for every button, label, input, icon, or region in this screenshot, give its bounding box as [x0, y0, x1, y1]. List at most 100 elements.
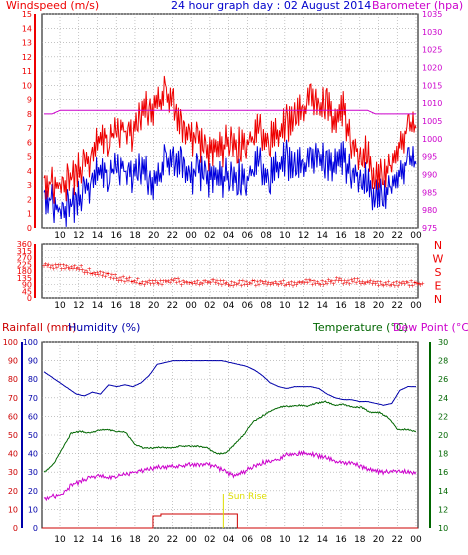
- marks-layer: ++++++++++++++++++++++++++++++++++++++++…: [41, 75, 425, 529]
- direction-point: +: [349, 276, 354, 283]
- direction-point: +: [257, 281, 262, 288]
- direction-point: +: [192, 279, 197, 286]
- direction-point: +: [205, 280, 210, 287]
- rainfall-y-tick-label: 90: [8, 357, 18, 366]
- direction-point: +: [407, 283, 412, 290]
- direction-point: +: [104, 270, 109, 277]
- humidity-x-tick-label: 06: [242, 535, 254, 545]
- direction-point: +: [155, 280, 160, 287]
- direction-point: +: [389, 282, 394, 289]
- wind-x-tick-label: 12: [73, 231, 84, 241]
- direction-point: +: [177, 278, 182, 285]
- humidity-x-tick-label: 18: [129, 535, 141, 545]
- direction-point: +: [244, 278, 249, 285]
- direction-point: +: [190, 281, 195, 288]
- direction-point: +: [139, 281, 144, 288]
- direction-point: +: [270, 280, 275, 287]
- direction-x-tick-label: 22: [167, 301, 178, 311]
- direction-point: +: [413, 280, 418, 287]
- direction-x-tick-label: 12: [298, 301, 309, 311]
- direction-point: +: [127, 275, 132, 282]
- direction-point: +: [323, 279, 328, 286]
- direction-x-tick-label: 14: [92, 301, 104, 311]
- direction-point: +: [261, 280, 266, 287]
- direction-point: +: [119, 278, 124, 285]
- direction-point: +: [215, 278, 220, 285]
- wind-x-tick-label: 00: [185, 231, 197, 241]
- direction-point: +: [143, 279, 148, 286]
- direction-point: +: [134, 279, 139, 286]
- rainfall-y-tick-label: 40: [8, 450, 18, 459]
- direction-point: +: [61, 262, 66, 269]
- direction-point: +: [156, 281, 161, 288]
- direction-point: +: [160, 282, 165, 289]
- direction-point: +: [111, 276, 116, 283]
- direction-point: +: [266, 279, 271, 286]
- barometer-y-tick-label: 1005: [422, 117, 442, 126]
- direction-point: +: [45, 263, 50, 270]
- humidity-x-tick-label: 14: [317, 535, 329, 545]
- direction-x-tick-label: 20: [148, 301, 160, 311]
- humidity-x-tick-label: 20: [373, 535, 385, 545]
- direction-point: +: [54, 264, 59, 271]
- temperature-y-tick-label: 26: [438, 375, 448, 384]
- wind-y-tick-label: 0: [27, 224, 32, 233]
- direction-point: +: [265, 282, 270, 289]
- direction-point: +: [334, 275, 339, 282]
- humidity-x-tick-label: 22: [392, 535, 403, 545]
- direction-point: +: [250, 278, 255, 285]
- direction-point: +: [74, 266, 79, 273]
- wind-y-tick-label: 10: [22, 81, 32, 90]
- humidity-y-tick-label: 20: [28, 487, 38, 496]
- direction-point: +: [164, 279, 169, 286]
- direction-point: +: [365, 278, 370, 285]
- direction-point: +: [150, 278, 155, 285]
- direction-point: +: [336, 278, 341, 285]
- direction-point: +: [79, 263, 84, 270]
- direction-point: +: [51, 266, 56, 273]
- direction-point: +: [363, 280, 368, 287]
- direction-point: +: [98, 269, 103, 276]
- direction-point: +: [75, 265, 80, 272]
- direction-point: +: [316, 281, 321, 288]
- direction-point: +: [402, 281, 407, 288]
- humidity-x-tick-label: 10: [279, 535, 291, 545]
- barometer-axis-title: Barometer (hpa): [372, 0, 463, 12]
- wind-x-tick-label: 12: [298, 231, 309, 241]
- wind-y-tick-label: 11: [22, 67, 32, 76]
- direction-point: +: [106, 271, 111, 278]
- direction-point: +: [326, 277, 331, 284]
- wind-y-tick-label: 5: [27, 153, 32, 162]
- humidity-axis-title: Humidity (%): [68, 321, 140, 334]
- direction-point: +: [371, 278, 376, 285]
- direction-point: +: [53, 261, 58, 268]
- direction-point: +: [184, 279, 189, 286]
- wind-y-tick-label: 8: [27, 110, 32, 119]
- direction-point: +: [379, 282, 384, 289]
- direction-point: +: [276, 282, 281, 289]
- direction-point: +: [171, 277, 176, 284]
- wind-y-tick-label: 9: [27, 96, 32, 105]
- wind-x-tick-label: 06: [242, 231, 254, 241]
- direction-point: +: [234, 281, 239, 288]
- direction-point: +: [129, 278, 134, 285]
- humidity-y-tick-label: 30: [28, 468, 38, 477]
- barometer-y-tick-label: 995: [422, 153, 437, 162]
- grid-layer: [21, 13, 431, 529]
- barometer-y-tick-label: 1020: [422, 64, 442, 73]
- humidity-x-tick-label: 04: [223, 535, 235, 545]
- rainfall-axis-title: Rainfall (mm): [2, 321, 76, 334]
- direction-compass-label: W: [433, 253, 444, 266]
- direction-point: +: [239, 282, 244, 289]
- sunrise-label: Sun Rise: [228, 492, 267, 502]
- series-dew-point-line: [43, 449, 417, 502]
- wind-x-tick-label: 16: [110, 231, 122, 241]
- direction-point: +: [394, 279, 399, 286]
- direction-point: +: [331, 281, 336, 288]
- direction-point: +: [100, 273, 105, 280]
- direction-point: +: [202, 278, 207, 285]
- rainfall-y-tick-label: 100: [3, 338, 18, 347]
- humidity-x-tick-label: 12: [298, 535, 309, 545]
- wind-x-tick-label: 18: [354, 231, 366, 241]
- direction-point: +: [117, 275, 122, 282]
